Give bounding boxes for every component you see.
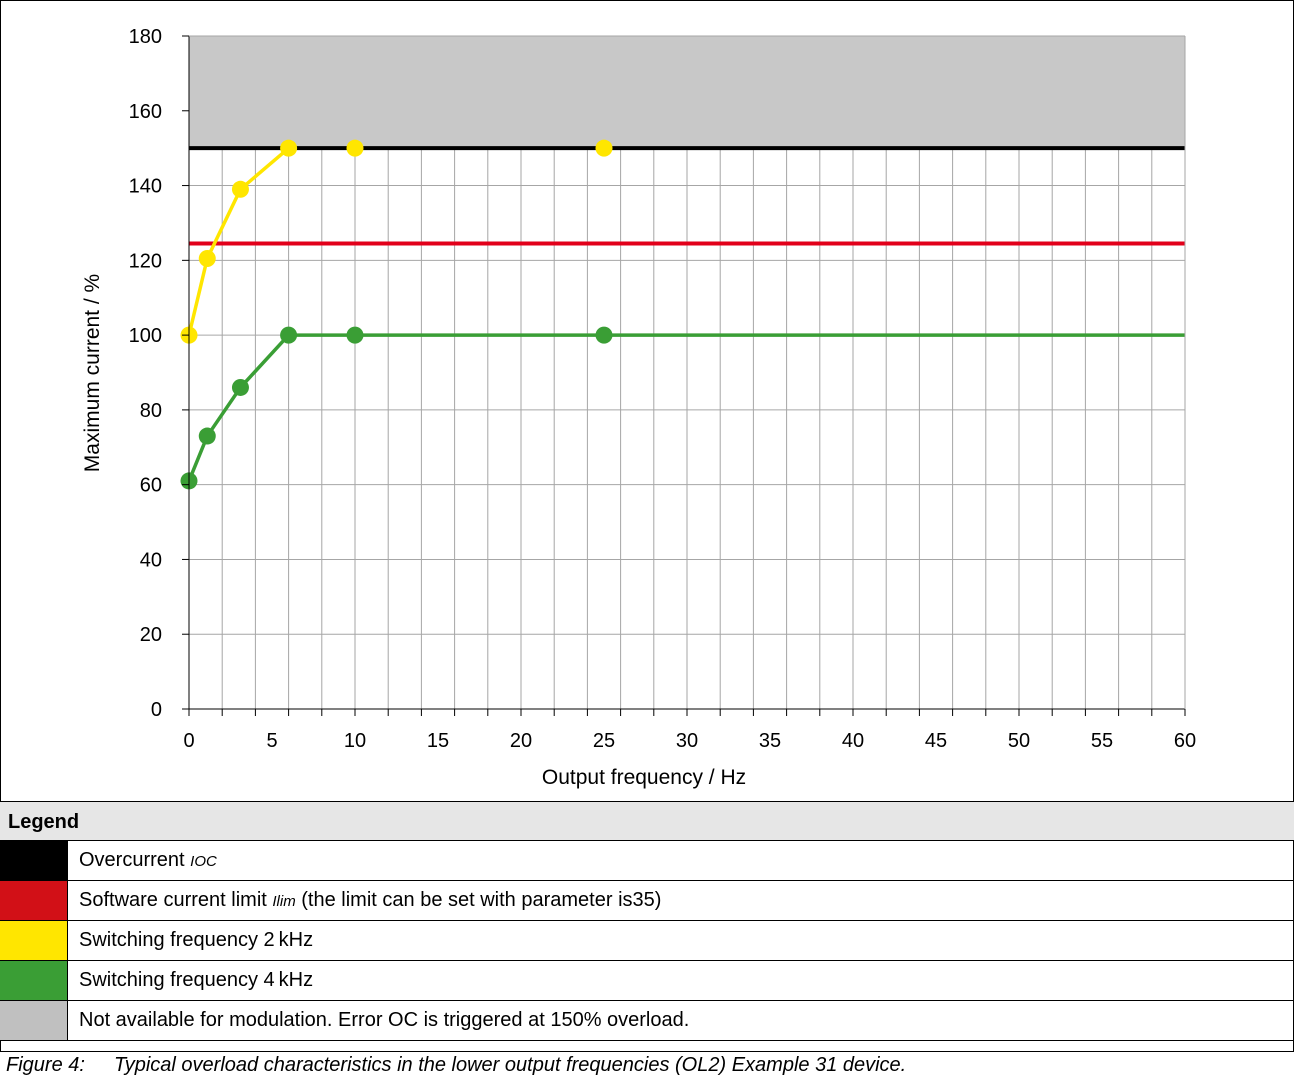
x-tick-label: 15	[427, 730, 449, 752]
y-tick-label: 80	[140, 400, 162, 422]
series-1-point	[198, 249, 216, 267]
x-tick-label: 25	[593, 730, 615, 752]
x-tick-label: 55	[1091, 730, 1113, 752]
y-tick-label: 120	[129, 250, 162, 272]
x-axis-title: Output frequency / Hz	[542, 766, 746, 789]
y-tick-label: 160	[129, 101, 162, 123]
unavailable-region-layer	[189, 36, 1185, 149]
series-1-line	[187, 146, 290, 336]
y-tick-label: 100	[129, 325, 162, 347]
series-2-point	[280, 326, 298, 344]
x-tick-label: 35	[759, 730, 781, 752]
series-2-point	[198, 427, 216, 445]
figure-caption: Figure 4: Typical overload characteristic…	[6, 1054, 906, 1077]
legend-swatch	[0, 841, 68, 880]
legend-label: Switching frequency 4 kHz	[79, 969, 314, 991]
x-tick-label: 40	[842, 730, 864, 752]
legend-table: Legend Overcurrent IOC Software current l…	[0, 801, 1294, 1041]
y-tick-label: 0	[151, 699, 162, 721]
y-tick-label: 60	[140, 475, 162, 497]
legend-label: Overcurrent IOC	[79, 849, 217, 871]
y-tick-label: 140	[129, 176, 162, 198]
legend-item: Software current limit Ilim (the limit c…	[0, 881, 1294, 921]
legend-rows: Overcurrent IOC Software current limit Il…	[0, 841, 1294, 1041]
x-tick-label: 60	[1174, 730, 1196, 752]
series-2-point	[595, 326, 613, 344]
legend-swatch	[0, 1001, 68, 1040]
overload-chart: 0 20 40 60 80 100 120 140 160 180 0 5 10 15 20 25 30 35 40…	[81, 26, 1197, 789]
legend-item: Switching frequency 4 kHz	[0, 961, 1294, 1001]
legend-item: Overcurrent IOC	[0, 841, 1294, 881]
series-1-point	[595, 139, 613, 157]
legend-swatch	[0, 961, 68, 1000]
legend-label: Not available for modulation. Error OC i…	[79, 1009, 690, 1031]
y-tick-label: 40	[140, 549, 162, 571]
series-1-point	[280, 139, 298, 157]
series-layer	[180, 139, 1185, 490]
x-tick-label: 50	[1008, 730, 1030, 752]
caption-label: Figure 4:	[6, 1054, 85, 1076]
series-1-point	[346, 139, 364, 157]
legend-label: Switching frequency 2 kHz	[79, 929, 314, 951]
x-tick-label: 5	[266, 730, 277, 752]
series-2-point	[231, 378, 249, 396]
legend-title: Legend	[0, 801, 1294, 841]
caption-text: Typical overload characteristics in the …	[114, 1054, 907, 1076]
legend-swatch	[0, 881, 68, 920]
x-tick-label: 20	[510, 730, 532, 752]
series-1-point	[231, 180, 249, 198]
y-tick-label: 180	[129, 26, 162, 48]
x-tick-label: 45	[925, 730, 947, 752]
y-tick-label: 20	[140, 624, 162, 646]
legend-swatch	[0, 921, 68, 960]
legend-label: Software current limit Ilim (the limit c…	[79, 889, 662, 911]
legend-item: Switching frequency 2 kHz	[0, 921, 1294, 961]
x-tick-label: 30	[676, 730, 698, 752]
unavailable-region	[189, 36, 1185, 149]
legend-item: Not available for modulation. Error OC i…	[0, 1001, 1294, 1041]
series-2-point	[346, 326, 364, 344]
x-tick-label: 10	[344, 730, 366, 752]
y-axis-title: Maximum current / %	[81, 274, 104, 472]
axes: 0 20 40 60 80 100 120 140 160 180 0 5 10 15 20 25 30 35 40…	[129, 26, 1197, 752]
x-tick-label: 0	[183, 730, 194, 752]
